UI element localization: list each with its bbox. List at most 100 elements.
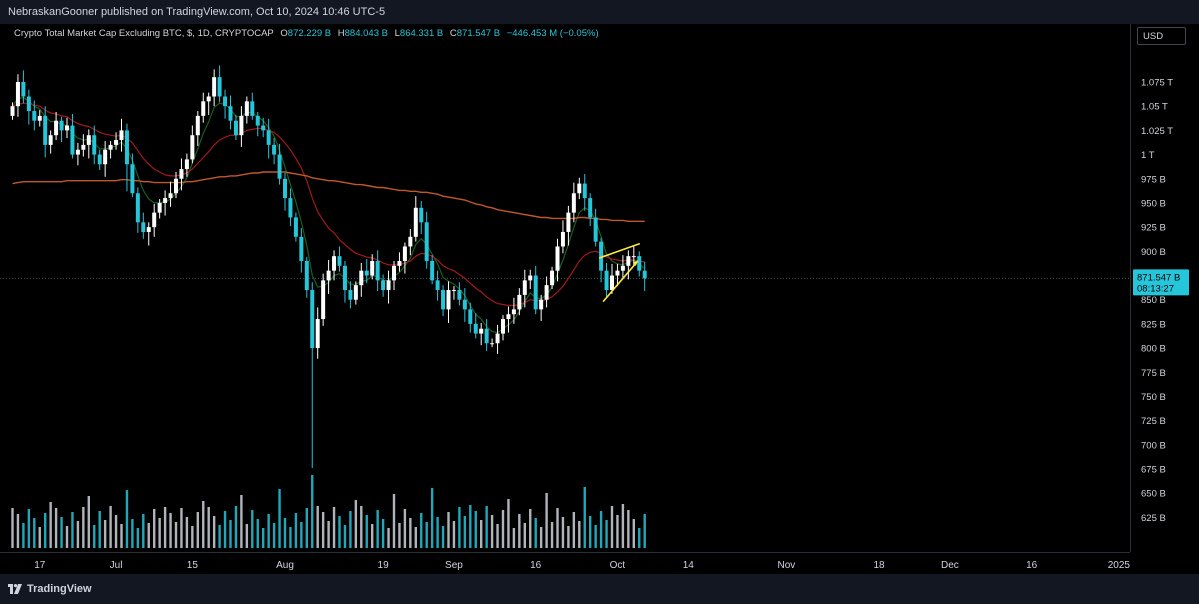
candle (293, 212, 298, 242)
top-bar: NebraskanGooner published on TradingView… (0, 0, 1199, 24)
candle (255, 111, 260, 137)
volume-bar (185, 517, 189, 548)
open-label: O (280, 28, 288, 39)
candle-body (370, 260, 375, 276)
candle-body (130, 164, 135, 194)
volume-bar (65, 526, 69, 548)
candle-body (506, 314, 511, 320)
volume-bar (245, 524, 249, 548)
candle (195, 111, 200, 146)
candle-body (108, 144, 113, 150)
candle-body (157, 202, 162, 213)
candle-body (435, 280, 440, 291)
candle (261, 117, 266, 138)
candle-body (473, 323, 478, 334)
candle-body (517, 294, 522, 310)
candle (315, 307, 320, 359)
candle (277, 143, 282, 185)
volume-bar (343, 525, 347, 548)
time-axis[interactable]: 17 Jul 15 Aug 19 Sep 16 Oct 14 Nov 18 Dec 16 2025 (0, 552, 1130, 575)
time-tick-label: 17 (34, 560, 46, 571)
candle-body (321, 280, 326, 320)
candle-body (588, 198, 593, 218)
volume-bar (534, 518, 537, 548)
symbol-name[interactable]: Crypto Total Market Cap Excluding BTC, $… (14, 28, 274, 39)
candle (544, 276, 549, 308)
candle-body (81, 144, 86, 150)
price-chart[interactable] (0, 24, 1130, 552)
price-tick-label: 650 B (1141, 489, 1166, 500)
candle (626, 250, 631, 280)
candle (304, 257, 309, 298)
volume-bar (561, 517, 565, 548)
price-tick-label: 1 T (1141, 150, 1155, 161)
price-axis[interactable]: 1.075 T 1.05 T 1.025 T 1 T 975 B 950 B 925 B 90… (1130, 24, 1199, 552)
candle (457, 282, 462, 306)
bottom-bar: TradingView (0, 574, 1199, 604)
candle (555, 238, 560, 282)
time-tick-label: 19 (378, 560, 390, 571)
volume-bar (403, 509, 407, 548)
candle-body (315, 319, 320, 349)
low-value: 864.331 B (399, 28, 444, 39)
candle (15, 74, 20, 117)
volume-bar (234, 506, 238, 548)
volume-bar (376, 510, 379, 548)
candle (517, 288, 522, 316)
candle (588, 193, 593, 227)
price-tick-label: 750 B (1141, 392, 1166, 403)
candle-body (337, 256, 342, 266)
candle (332, 250, 337, 281)
candle-body (86, 135, 91, 145)
candle-body (37, 115, 42, 121)
candle-body (146, 227, 151, 232)
candle-body (43, 115, 48, 145)
volume-bar (87, 496, 90, 548)
candle-body (97, 154, 102, 165)
candle-body (441, 290, 446, 310)
current-price-label: 871.547 B (1137, 272, 1180, 283)
candle-body (392, 265, 396, 281)
chart-area[interactable] (0, 24, 1130, 552)
candle-body (620, 265, 625, 271)
wedge-upper-line (598, 242, 641, 259)
candle-body (304, 260, 309, 291)
candle (560, 220, 565, 254)
volume-bar (278, 489, 281, 548)
candle (310, 282, 315, 469)
rising-wedge-annotation (598, 242, 641, 303)
candle (75, 142, 80, 166)
candle (163, 190, 168, 216)
volume-bar (93, 525, 96, 548)
candle (86, 129, 91, 159)
candle (522, 269, 527, 308)
candle (468, 302, 473, 333)
candle (599, 237, 604, 283)
candle (484, 319, 489, 351)
candle (577, 177, 582, 200)
volume-bar (44, 513, 47, 548)
candle (435, 270, 440, 301)
candle (620, 255, 625, 278)
volume-bar (38, 527, 41, 548)
candle-body (501, 319, 505, 334)
time-tick-label: 16 (530, 560, 542, 571)
candle (462, 288, 467, 322)
time-tick-label: Oct (610, 560, 626, 571)
candle (21, 70, 26, 104)
volume-bar (49, 502, 52, 548)
current-price-badge (1133, 269, 1189, 296)
currency-selector[interactable]: USD (1137, 27, 1186, 45)
candle (473, 313, 478, 339)
candle (141, 212, 146, 239)
candle-body (495, 333, 500, 344)
volume-bar (131, 519, 134, 548)
candle-body (21, 82, 26, 97)
tradingview-logo[interactable]: TradingView (8, 582, 92, 596)
volume-bar (11, 508, 14, 548)
candle-body (223, 96, 228, 107)
price-tick-label: 1.05 T (1141, 102, 1168, 113)
open-value: 872.229 B (287, 28, 332, 39)
tradingview-brand: TradingView (27, 583, 92, 595)
candle-body (468, 309, 473, 324)
